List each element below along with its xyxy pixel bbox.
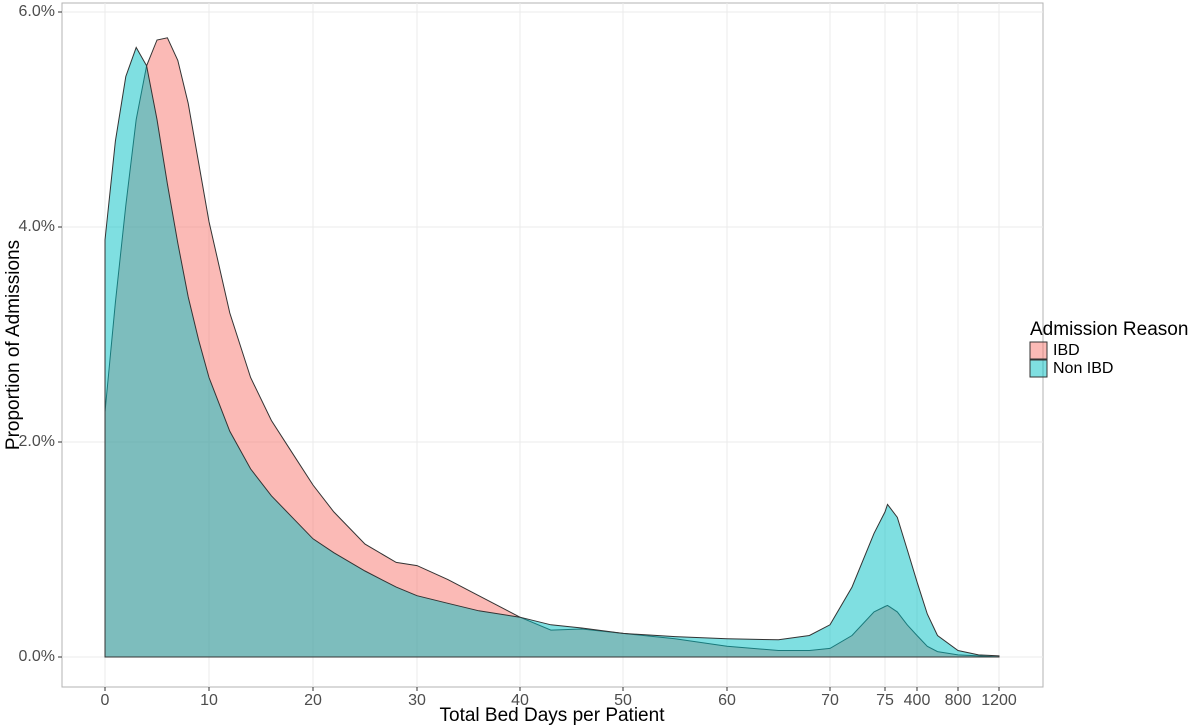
y-axis-label: Proportion of Admissions [3,240,24,450]
x-tick-label: 20 [304,692,322,709]
x-tick-label: 40 [511,692,529,709]
x-tick-label: 10 [200,692,218,709]
y-tick-label: 2.0% [19,433,55,450]
x-tick-label: 50 [614,692,632,709]
x-tick-label: 400 [904,692,931,709]
density-area [104,46,1000,658]
x-tick-label: 60 [718,692,736,709]
legend-label: Non IBD [1053,360,1113,377]
x-axis-label: Total Bed Days per Patient [440,705,666,726]
y-tick-label: 4.0% [19,218,55,235]
x-tick-label: 75 [876,692,894,709]
x-tick-label: 0 [101,692,110,709]
legend-swatch [1029,341,1048,360]
x-tick-label: 70 [821,692,839,709]
y-tick-label: 0.0% [19,648,55,665]
legend-label: IBD [1053,342,1080,359]
legend-swatch [1029,359,1048,378]
legend-title: Admission Reason [1030,319,1188,340]
x-tick-label: 30 [408,692,426,709]
x-tick-label: 1200 [981,692,1017,709]
y-tick-label: 6.0% [19,3,55,20]
x-tick-label: 800 [945,692,972,709]
